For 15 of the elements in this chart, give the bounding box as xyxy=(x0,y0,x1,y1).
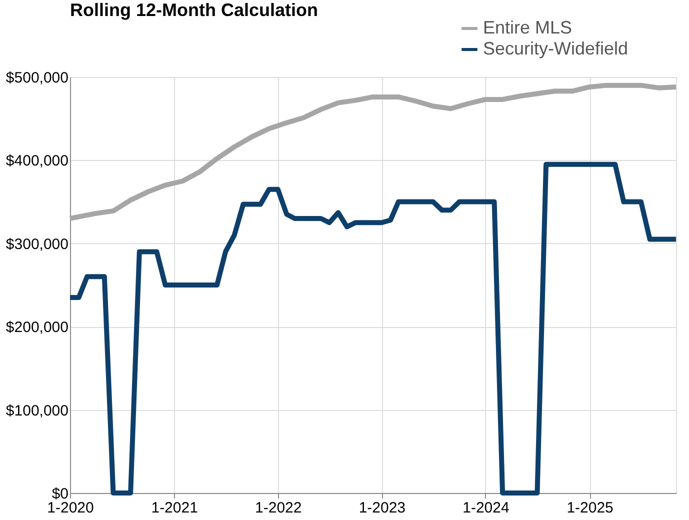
legend-label: Security-Widefield xyxy=(483,38,628,58)
y-tick-label: $500,000 xyxy=(6,70,68,86)
x-tick-label: 1-2022 xyxy=(255,500,302,516)
x-tick-label: 1-2025 xyxy=(566,500,614,516)
y-tick-label: $400,000 xyxy=(6,152,68,170)
y-tick-label: $0 xyxy=(52,486,68,502)
x-tick-label: 1-2021 xyxy=(151,500,198,516)
y-tick-label: $200,000 xyxy=(6,319,68,336)
y-tick-label: $100,000 xyxy=(6,402,68,420)
x-tick-label: 1-2023 xyxy=(358,500,406,516)
chart-title: Rolling 12-Month Calculation xyxy=(70,0,318,20)
x-tick-label: 1-2020 xyxy=(47,500,94,516)
legend-label: Entire MLS xyxy=(483,18,572,38)
x-tick-label: 1-2024 xyxy=(462,500,510,516)
y-tick-label: $300,000 xyxy=(6,236,68,253)
